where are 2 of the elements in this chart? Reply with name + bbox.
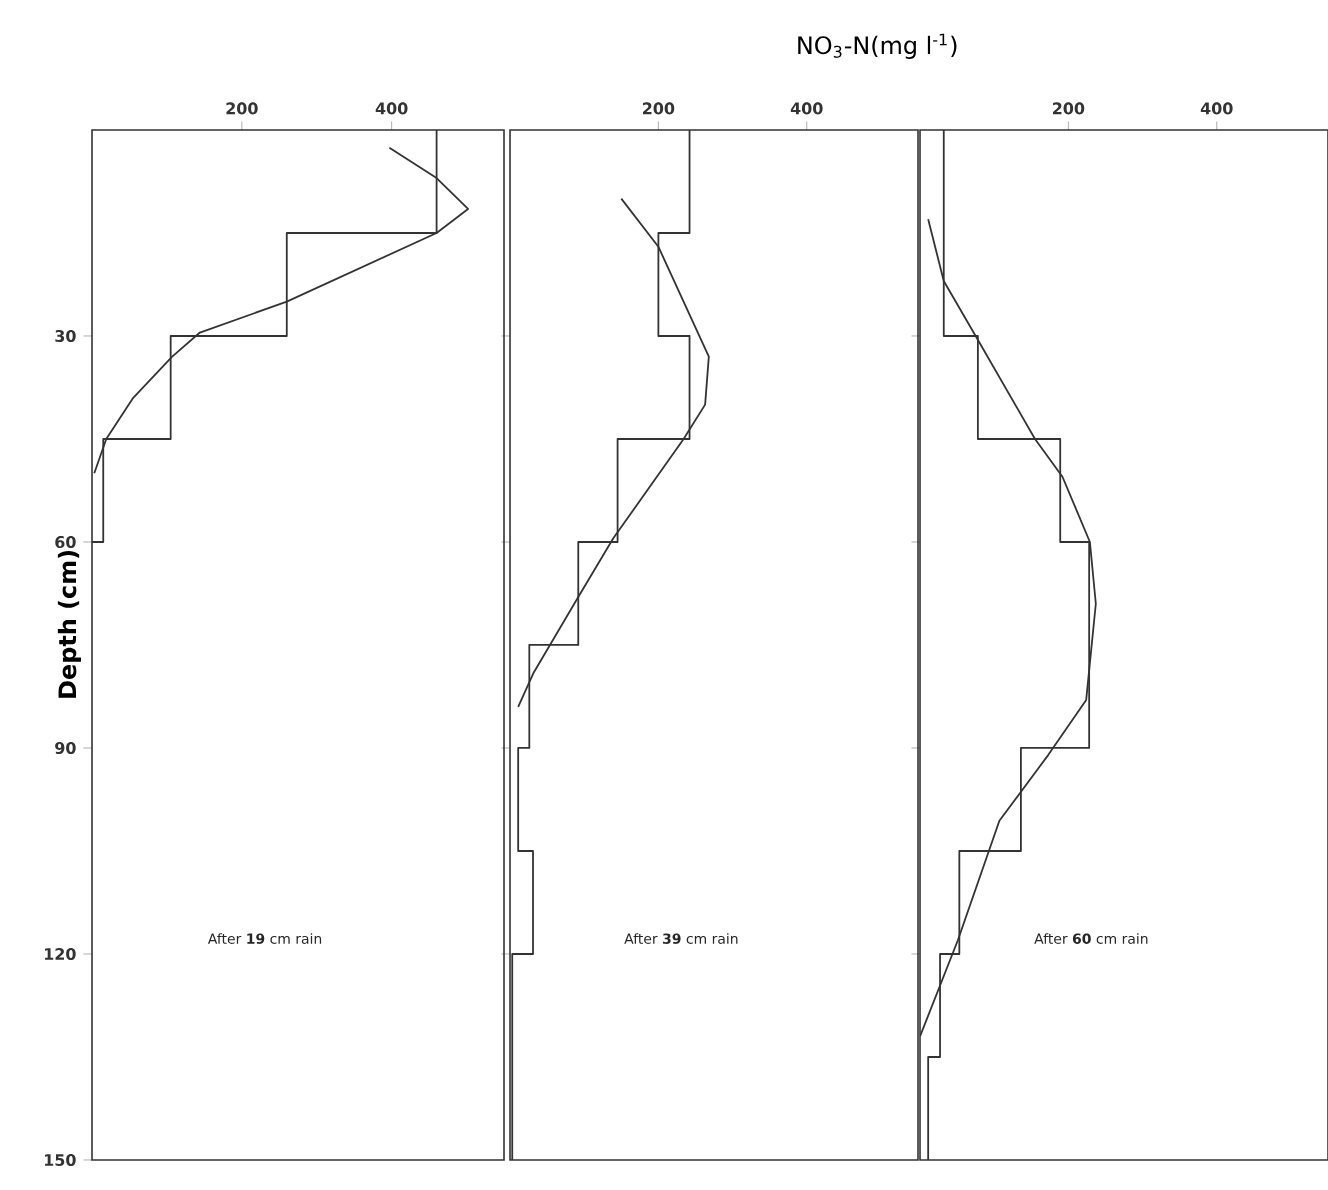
x-axis-title: NO$_{3}$-N(mg l$^{-1}$) [798,33,957,59]
y-axis-title: Depth (cm) [57,550,81,698]
